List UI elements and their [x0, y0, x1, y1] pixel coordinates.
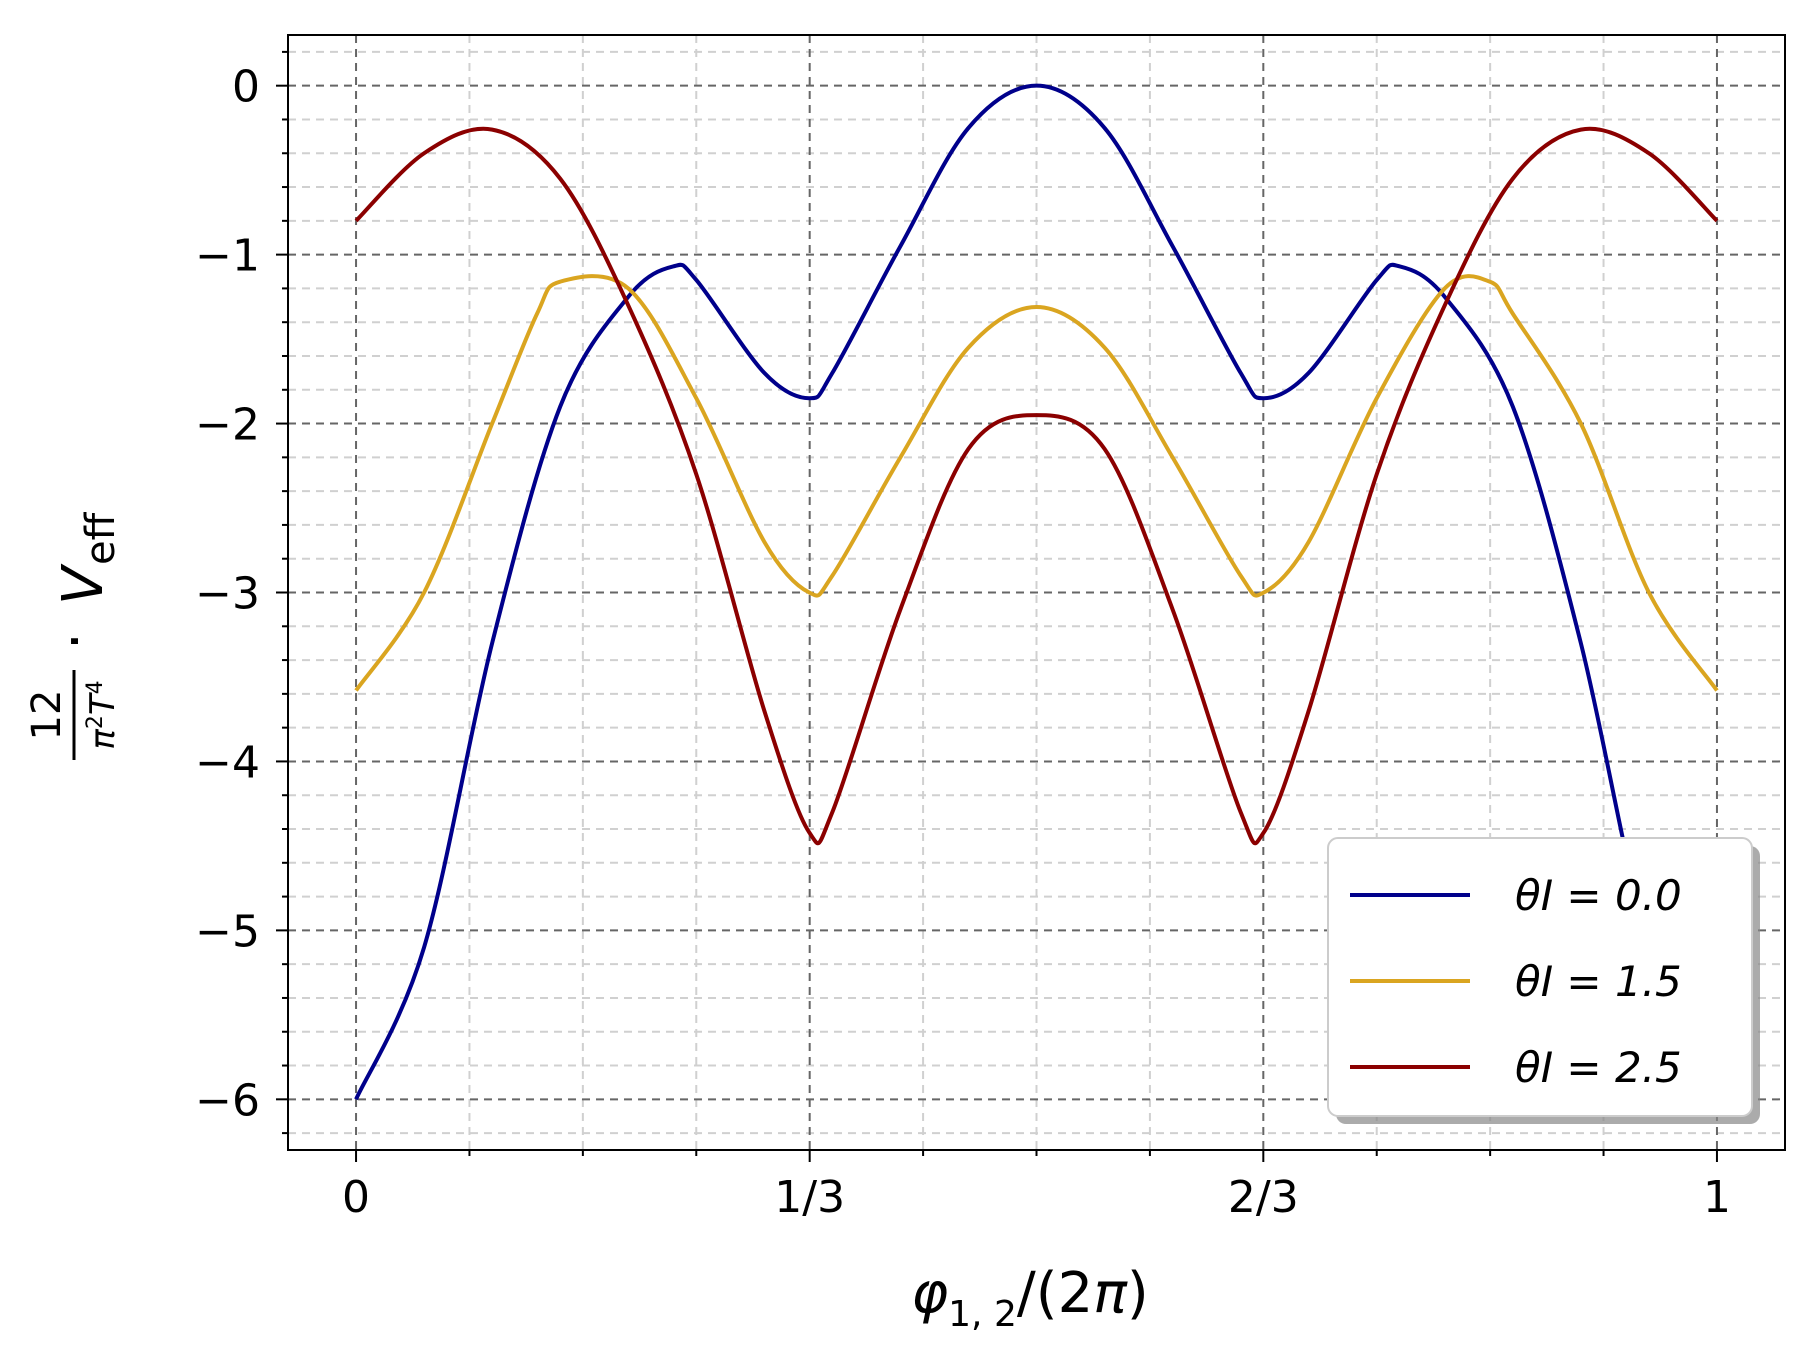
legend-label-1: θI = 1.5 [1515, 957, 1682, 1006]
x-tick-label: 1 [1703, 1172, 1731, 1223]
series-layer [354, 83, 1719, 1101]
series-line-1 [354, 274, 1719, 692]
svg-text:π2T4: π2T4 [83, 680, 123, 749]
y-tick-label: −2 [195, 400, 260, 451]
legend-box [1327, 837, 1753, 1117]
svg-text:eff: eff [78, 511, 124, 565]
y-tick-label: −4 [195, 737, 260, 788]
series-line-2 [354, 126, 1719, 846]
x-tick-label: 2/3 [1228, 1172, 1299, 1223]
legend: θI = 0.0 θI = 1.5 θI = 2.5 [1327, 837, 1760, 1124]
x-tick-label: 1/3 [774, 1172, 845, 1223]
x-axis-label: φ1, 2/(2π) [911, 1261, 1149, 1335]
tick-layer: 0 1/3 2/3 1 0 −1 −2 −3 −4 −5 −6 [195, 50, 1731, 1223]
legend-label-2: θI = 2.5 [1515, 1043, 1682, 1092]
y-tick-label: 0 [232, 62, 260, 113]
svg-text:V: V [51, 563, 116, 605]
svg-text:·: · [43, 632, 108, 650]
legend-label-0: θI = 0.0 [1515, 871, 1682, 920]
y-tick-label: −3 [195, 569, 260, 620]
y-tick-label: −1 [195, 231, 260, 282]
y-tick-label: −5 [195, 906, 260, 957]
series-line-0 [354, 83, 1719, 1101]
y-tick-label: −6 [195, 1075, 260, 1126]
svg-text:12: 12 [24, 690, 70, 741]
y-axis-label: 12 π2T4 · V eff [24, 511, 124, 760]
legend-items: θI = 0.0 θI = 1.5 θI = 2.5 [1350, 871, 1682, 1092]
x-tick-label: 0 [342, 1172, 370, 1223]
